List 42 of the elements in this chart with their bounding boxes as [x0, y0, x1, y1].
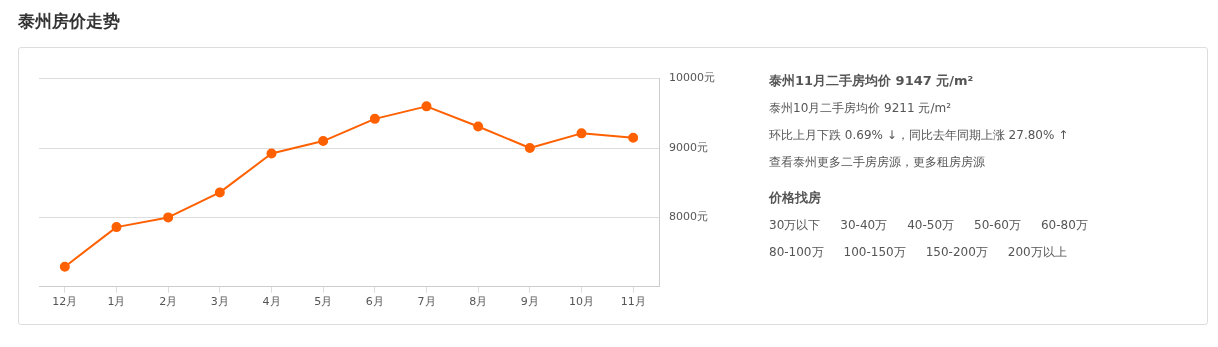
text: 100-150万: [843, 244, 906, 261]
x-tick-label: 8月: [469, 295, 488, 309]
point: [266, 148, 277, 159]
x-tick-label: 7月: [417, 295, 436, 309]
x-tick-label: 2月: [159, 295, 178, 309]
text: 查看泰州更多二手房房源，更多租房房源: [769, 154, 985, 171]
y-tick-label: 9000元: [669, 140, 709, 154]
x-tick-label: 3月: [210, 295, 229, 309]
point: [628, 132, 639, 143]
x-tick-label: 4月: [262, 295, 281, 309]
x-tick-label: 5月: [314, 295, 333, 309]
y-tick-label: 8000元: [669, 210, 709, 224]
text: 价格找房: [769, 189, 822, 207]
point: [111, 222, 122, 233]
x-tick-label: 12月: [52, 295, 78, 309]
x-tick-label: 6月: [365, 295, 384, 309]
point: [163, 212, 174, 223]
point: [214, 187, 225, 198]
x-tick-label: 10月: [569, 295, 595, 309]
text: 50-60万: [974, 217, 1021, 234]
text: 30-40万: [840, 217, 888, 234]
point: [59, 261, 70, 272]
text: 200万以上: [1007, 244, 1067, 261]
text: 40-50万: [907, 217, 955, 234]
point: [473, 121, 484, 132]
y-tick-label: 10000元: [669, 71, 716, 85]
point: [369, 113, 380, 124]
point: [524, 143, 535, 153]
text: 泰州11月二手房均价 9147 元/m²: [769, 72, 975, 90]
point: [576, 128, 587, 139]
x-tick-label: 1月: [107, 295, 126, 309]
text: 泰州10月二手房均价 9211 元/m²: [769, 100, 951, 117]
x-tick-label: 9月: [520, 295, 539, 309]
text: 80-100万: [769, 244, 824, 261]
text: 60-80万: [1040, 217, 1088, 234]
text: 30万以下: [769, 217, 821, 234]
point: [421, 101, 432, 112]
point: [318, 136, 329, 147]
text: 环比上月下跌 0.69% ↓，同比去年同期上涨 27.80% ↑: [769, 127, 1069, 144]
chart-title: 泰州房价走势: [18, 10, 121, 33]
text: 150-200万: [925, 244, 988, 261]
x-tick-label: 11月: [620, 295, 646, 309]
